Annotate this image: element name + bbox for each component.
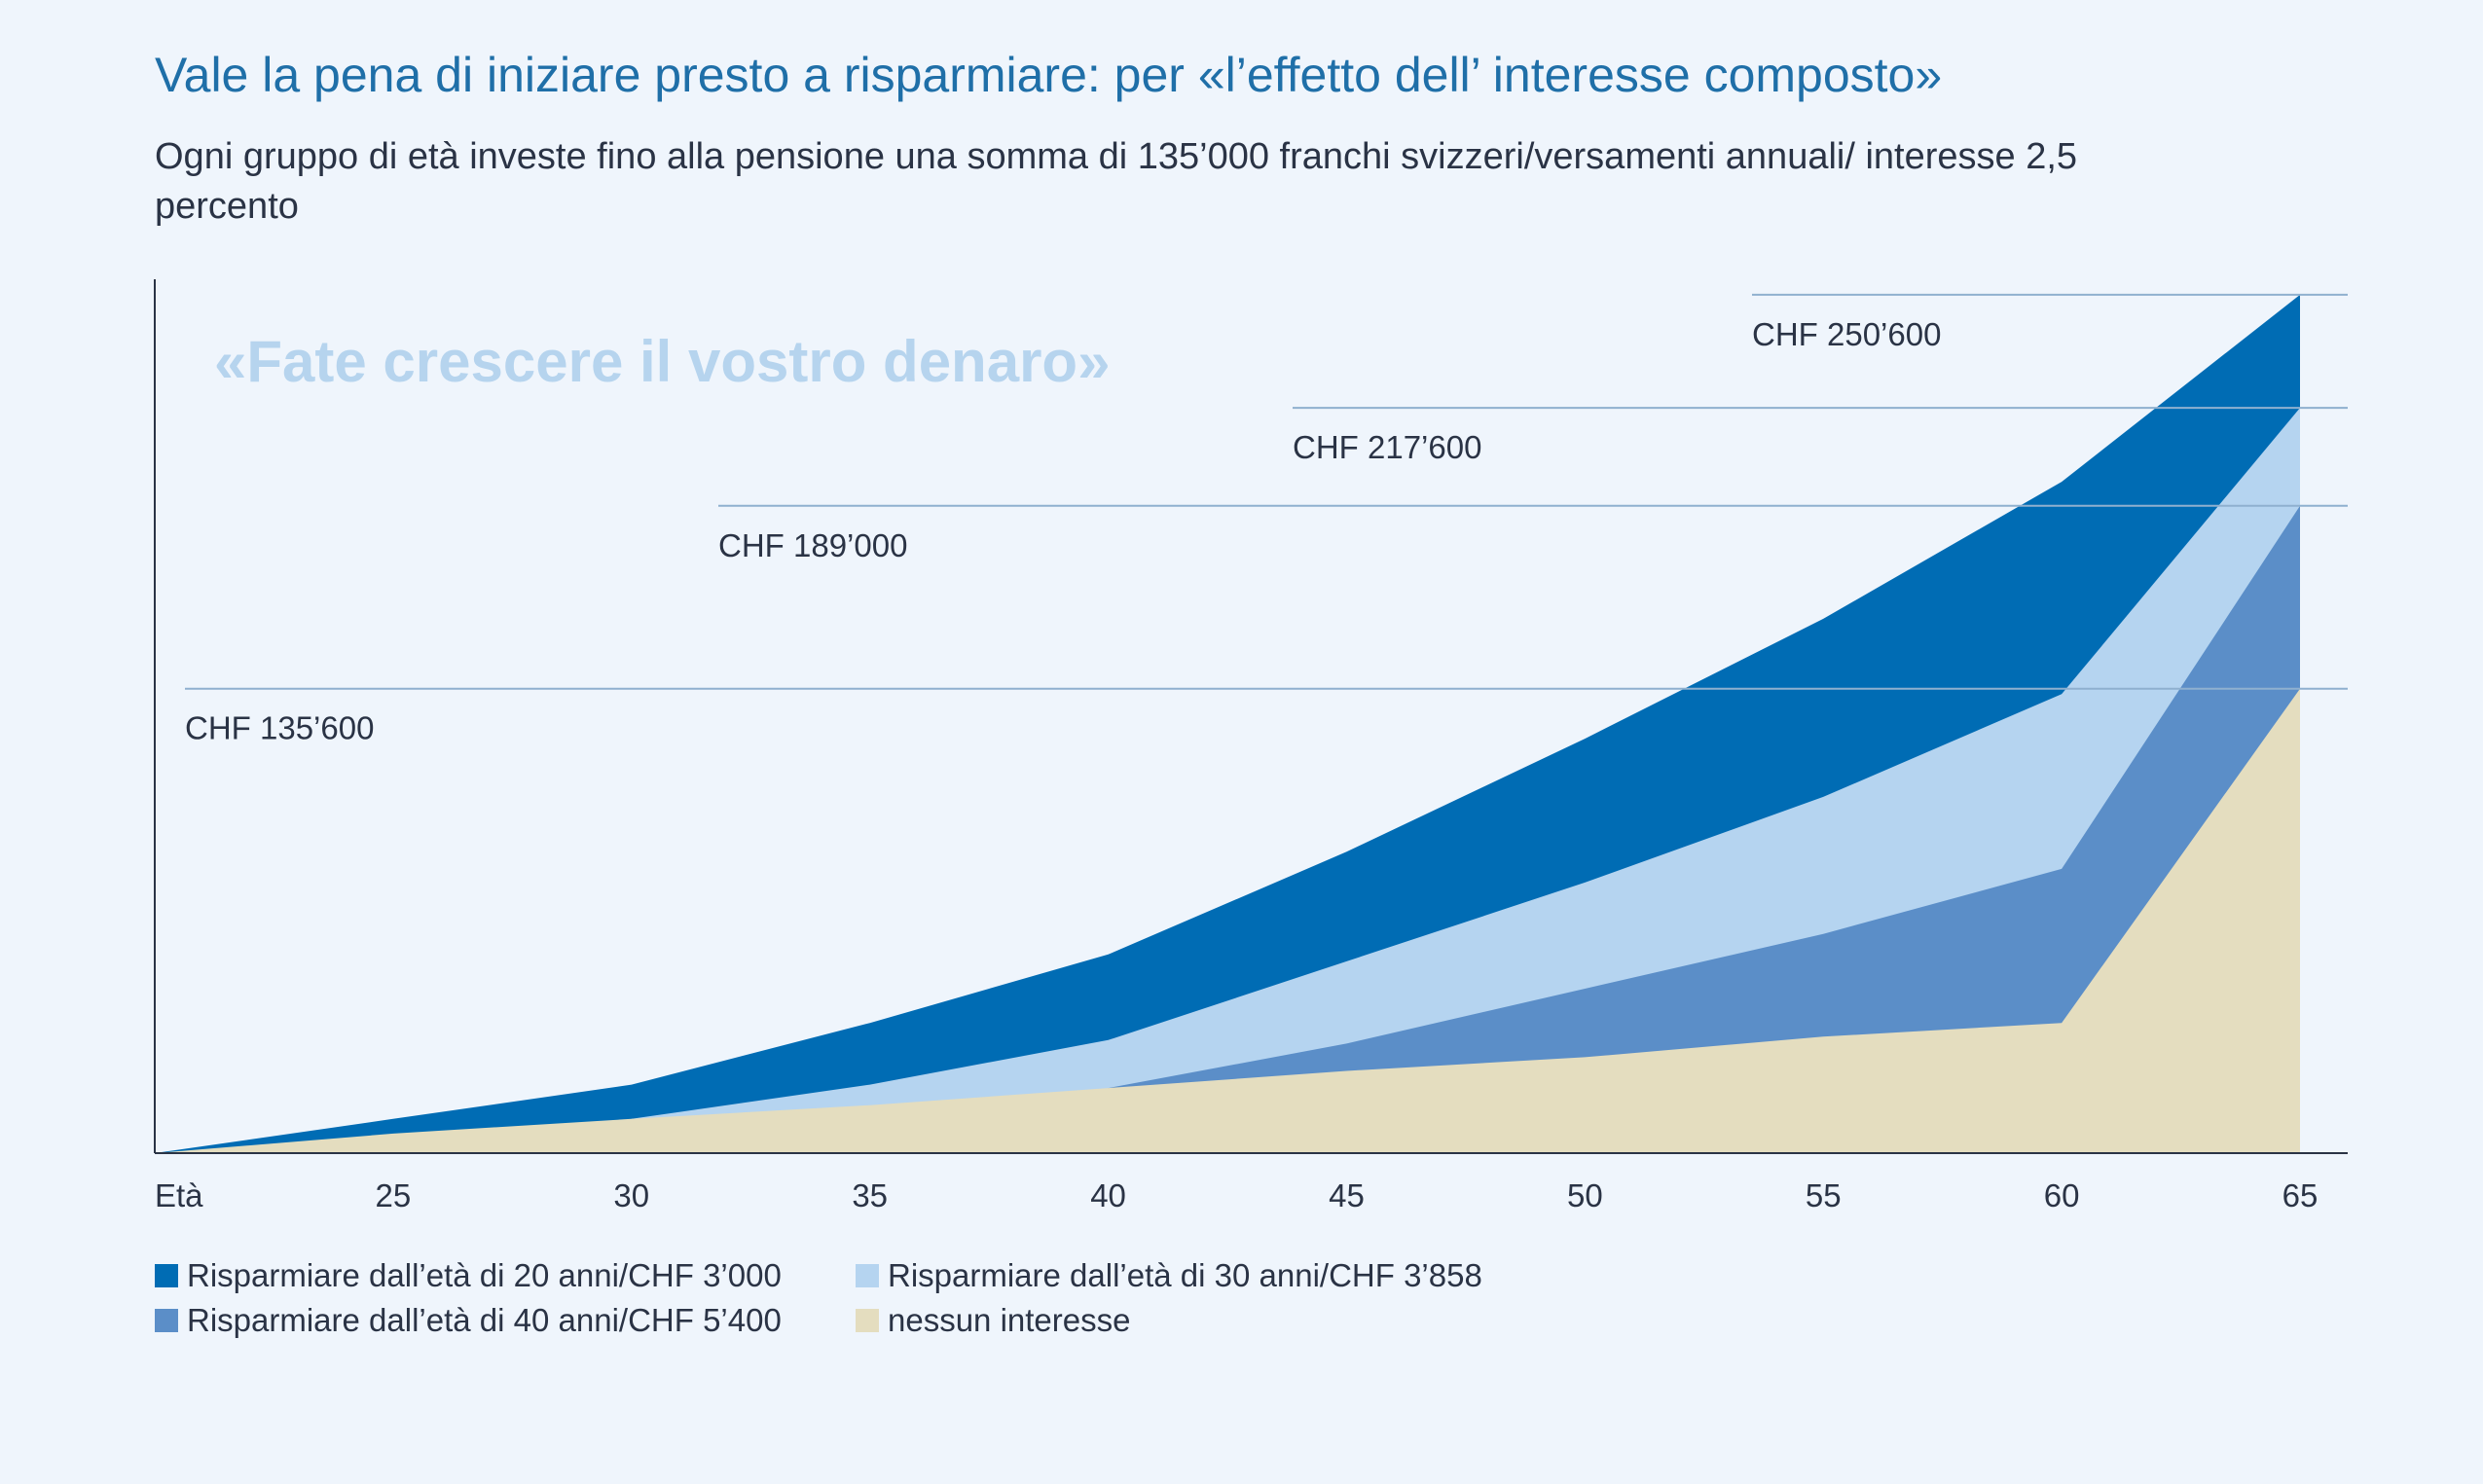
x-tick-label: 30 bbox=[613, 1177, 649, 1213]
x-axis-label: Età bbox=[155, 1177, 203, 1213]
legend-swatch bbox=[856, 1309, 879, 1332]
legend-swatch bbox=[856, 1264, 879, 1287]
chart-title: Vale la pena di iniziare presto a rispar… bbox=[155, 48, 1943, 102]
value-annotation-label: CHF 189’000 bbox=[718, 527, 907, 563]
x-tick-label: 40 bbox=[1090, 1177, 1126, 1213]
legend-swatch bbox=[155, 1264, 178, 1287]
x-tick-label: 25 bbox=[376, 1177, 412, 1213]
area-chart: CHF 135’600 CHF 189’000 CHF 217’600 CHF 250… bbox=[154, 279, 2348, 1213]
chart-tagline: «Fate crescere il vostro denaro» bbox=[214, 329, 1110, 394]
x-tick-label: 55 bbox=[1806, 1177, 1842, 1213]
legend-item: Risparmiare dall’età di 20 anni/CHF 3’00… bbox=[155, 1257, 856, 1294]
x-tick-label: 35 bbox=[852, 1177, 888, 1213]
area-series-4 bbox=[155, 688, 2300, 1153]
legend-item: Risparmiare dall’età di 30 anni/CHF 3’85… bbox=[856, 1257, 1556, 1294]
value-annotations: CHF 135’600 CHF 189’000 CHF 217’600 CHF 250… bbox=[185, 293, 2348, 746]
legend-label: Risparmiare dall’età di 40 anni/CHF 5’40… bbox=[187, 1302, 782, 1338]
area-layers bbox=[155, 294, 2300, 1154]
x-tick-label: 50 bbox=[1567, 1177, 1603, 1213]
legend-item: nessun interesse bbox=[856, 1302, 1556, 1339]
value-annotation-label: CHF 135’600 bbox=[185, 710, 374, 746]
x-axis-ticks: Età 25 30 35 40 45 50 55 60 65 bbox=[155, 1177, 2318, 1213]
legend-label: Risparmiare dall’età di 30 anni/CHF 3’85… bbox=[888, 1257, 1482, 1293]
legend-label: Risparmiare dall’età di 20 anni/CHF 3’00… bbox=[187, 1257, 782, 1293]
chart-subtitle: Ogni gruppo di età investe fino alla pen… bbox=[155, 136, 2078, 227]
x-tick-label: 45 bbox=[1329, 1177, 1365, 1213]
area-series-3 bbox=[1108, 505, 2300, 1153]
chart-legend: Risparmiare dall’età di 20 anni/CHF 3’00… bbox=[155, 1257, 1556, 1339]
legend-swatch bbox=[155, 1309, 178, 1332]
value-annotation-label: CHF 217’600 bbox=[1293, 429, 1481, 465]
x-tick-label: 60 bbox=[2044, 1177, 2080, 1213]
value-annotation-label: CHF 250’600 bbox=[1752, 316, 1941, 352]
legend-label: nessun interesse bbox=[888, 1302, 1131, 1338]
x-tick-label: 65 bbox=[2282, 1177, 2319, 1213]
legend-item: Risparmiare dall’età di 40 anni/CHF 5’40… bbox=[155, 1302, 856, 1339]
